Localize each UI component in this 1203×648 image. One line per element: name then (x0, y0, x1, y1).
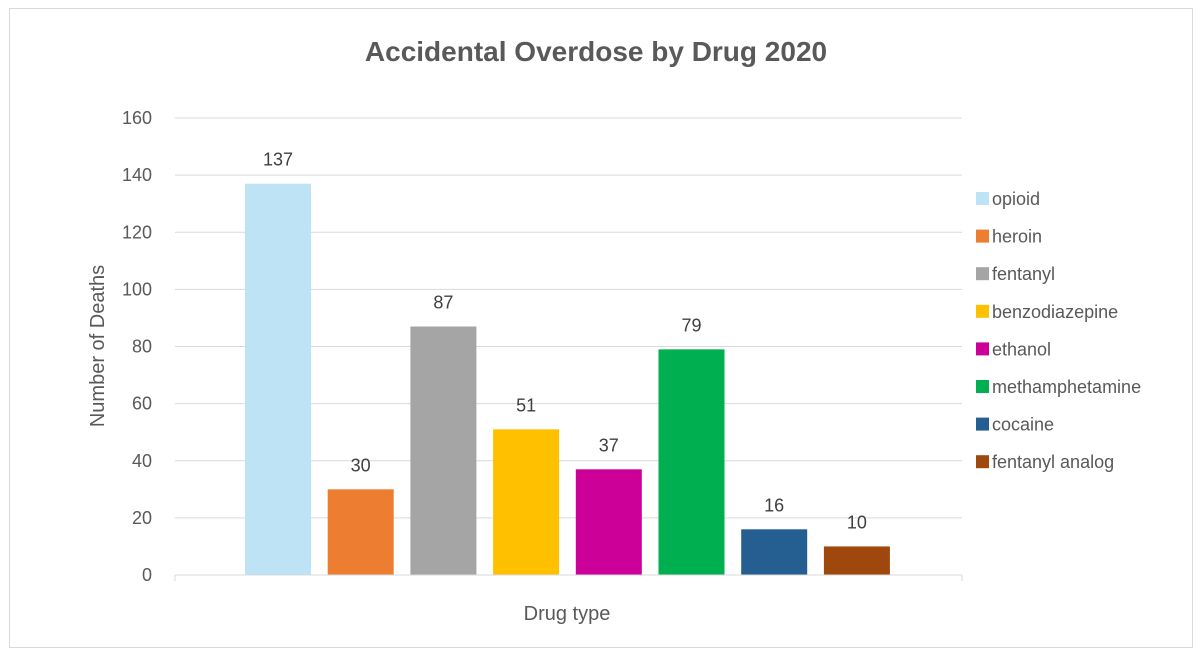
y-tick-label: 120 (122, 222, 152, 242)
bars (245, 183, 890, 575)
legend-label-fentanyl-analog: fentanyl analog (992, 452, 1114, 472)
legend-swatch-methamphetamine (976, 380, 989, 393)
y-tick-label: 160 (122, 108, 152, 128)
y-tick-label: 80 (132, 337, 152, 357)
data-label-cocaine: 16 (764, 495, 784, 515)
legend: opioid heroin fentanyl benzodiazepine ethano… (976, 189, 1141, 472)
bar-opioid (245, 183, 311, 575)
y-tick-label: 140 (122, 165, 152, 185)
data-label-fentanyl-analog: 10 (847, 512, 867, 532)
bar-ethanol (575, 469, 642, 575)
y-axis-title: Number of Deaths (87, 265, 109, 427)
data-labels: 137 30 87 51 37 79 16 10 (263, 150, 867, 533)
legend-swatch-fentanyl (976, 267, 989, 281)
legend-label-benzodiazepine: benzodiazepine (992, 302, 1118, 322)
y-tick-label: 20 (132, 508, 152, 528)
legend-label-methamphetamine: methamphetamine (992, 377, 1141, 397)
y-tick-label: 40 (132, 451, 152, 471)
data-label-methamphetamine: 79 (681, 315, 701, 335)
chart-title: Accidental Overdose by Drug 2020 (365, 36, 827, 67)
data-label-fentanyl: 87 (433, 293, 453, 313)
bar-benzodiazepine (493, 429, 560, 575)
x-axis-title: Drug type (524, 603, 611, 625)
data-label-heroin: 30 (351, 455, 371, 475)
legend-swatch-heroin (976, 229, 989, 243)
legend-label-fentanyl: fentanyl (992, 264, 1055, 284)
legend-swatch-opioid (976, 192, 989, 205)
legend-label-cocaine: cocaine (992, 415, 1054, 435)
y-axis-ticks: 0 20 40 60 80 100 120 140 160 (122, 108, 152, 585)
y-tick-label: 0 (142, 565, 152, 585)
legend-label-opioid: opioid (992, 189, 1040, 209)
y-tick-label: 100 (122, 279, 152, 299)
legend-swatch-benzodiazepine (976, 304, 989, 318)
legend-swatch-cocaine (976, 417, 989, 431)
bar-methamphetamine (658, 349, 725, 575)
legend-label-ethanol: ethanol (992, 339, 1051, 359)
legend-swatch-ethanol (976, 342, 989, 356)
bar-fentanyl (410, 326, 477, 575)
bar-fentanyl-analog (823, 546, 890, 575)
data-label-ethanol: 37 (599, 435, 619, 455)
data-label-benzodiazepine: 51 (516, 395, 536, 415)
bar-chart: Accidental Overdose by Drug 2020 0 20 40 60… (87, 36, 1141, 625)
legend-label-heroin: heroin (992, 227, 1042, 247)
legend-swatch-fentanyl-analog (976, 455, 989, 469)
bar-cocaine (741, 529, 808, 575)
y-tick-label: 60 (132, 394, 152, 414)
bar-heroin (327, 489, 394, 575)
data-label-opioid: 137 (263, 150, 293, 170)
